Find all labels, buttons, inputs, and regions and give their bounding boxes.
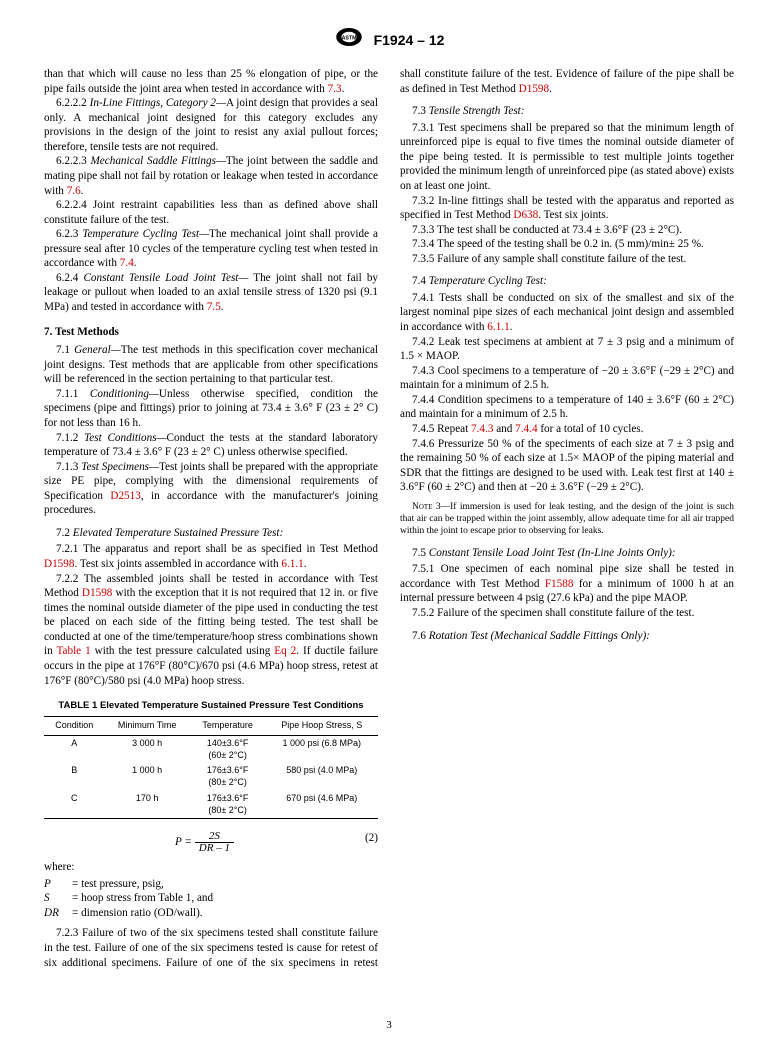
xref-7-4-4: 7.4.4 [515, 423, 537, 435]
table-cell: C [44, 791, 105, 819]
where-symbol: S [44, 891, 72, 906]
para-7-1-1: 7.1.1 Conditioning—Unless otherwise spec… [44, 387, 378, 431]
para-7-3-4: 7.3.4 The speed of the testing shall be … [400, 237, 734, 252]
para-7-1-2: 7.1.2 Test Conditions—Conduct the tests … [44, 431, 378, 460]
para-7-4-3: 7.4.3 Cool specimens to a temperature of… [400, 364, 734, 393]
xref-7-5: 7.5 [207, 301, 221, 313]
body-columns: than that which will cause no less than … [44, 67, 734, 995]
para-7-1: 7.1 General—The test methods in this spe… [44, 343, 378, 387]
table-1-title: TABLE 1 Elevated Temperature Sustained P… [44, 700, 378, 712]
para-7-4-2: 7.4.2 Leak test specimens at ambient at … [400, 335, 734, 364]
table-cell: 1 000 psi (6.8 MPa) [265, 736, 378, 764]
where-symbol: DR [44, 906, 72, 921]
th-mintime: Minimum Time [105, 717, 190, 736]
xref-d1598-c: D1598 [519, 83, 549, 95]
where-label: where: [44, 860, 378, 875]
table-cell: 176±3.6°F(80± 2°C) [190, 763, 266, 790]
where-definition: = dimension ratio (OD/wall). [72, 906, 217, 921]
xref-f1588: F1588 [545, 578, 574, 590]
para-7-2-1: 7.2.1 The apparatus and report shall be … [44, 542, 378, 571]
where-table: P= test pressure, psig,S= hoop stress fr… [44, 877, 217, 921]
where-definition: = test pressure, psig, [72, 877, 217, 892]
th-temp: Temperature [190, 717, 266, 736]
xref-6-1-1-b: 6.1.1 [487, 321, 509, 333]
note-3: Note 3—If immersion is used for leak tes… [400, 501, 734, 538]
equation-2: (2) P = 2SDR – 1 [44, 831, 378, 854]
page-header: ASTM F1924 – 12 [44, 26, 734, 53]
equation-number: (2) [365, 831, 378, 846]
heading-7: 7. Test Methods [44, 325, 378, 340]
designation: F1924 – 12 [374, 32, 445, 48]
where-definition: = hoop stress from Table 1, and [72, 891, 217, 906]
table-cell: 670 psi (4.6 MPa) [265, 791, 378, 819]
xref-eq2: Eq 2 [274, 645, 296, 657]
xref-d1598-a: D1598 [44, 558, 74, 570]
para-7-3-1: 7.3.1 Test specimens shall be prepared s… [400, 121, 734, 194]
para-7-1-3: 7.1.3 Test Specimens—Test joints shall b… [44, 460, 378, 518]
xref-d2513: D2513 [110, 490, 140, 502]
para-7-4-5: 7.4.5 Repeat 7.4.3 and 7.4.4 for a total… [400, 422, 734, 437]
table-cell: 170 h [105, 791, 190, 819]
th-hoop: Pipe Hoop Stress, S [265, 717, 378, 736]
xref-d1598-b: D1598 [82, 587, 112, 599]
xref-7-6: 7.6 [67, 185, 81, 197]
para-7-2-2: 7.2.2 The assembled joints shall be test… [44, 572, 378, 689]
para-6-2-2-2: 6.2.2.2 In-Line Fittings, Category 2—A j… [44, 96, 378, 154]
para-7-3-2: 7.3.2 In-line fittings shall be tested w… [400, 194, 734, 223]
table-cell: 140±3.6°F(60± 2°C) [190, 736, 266, 764]
table-cell: B [44, 763, 105, 790]
para-7-4-1: 7.4.1 Tests shall be conducted on six of… [400, 291, 734, 335]
table-cell: 176±3.6°F(80± 2°C) [190, 791, 266, 819]
th-condition: Condition [44, 717, 105, 736]
svg-text:ASTM: ASTM [341, 35, 357, 41]
para-6-2-3: 6.2.3 Temperature Cycling Test—The mecha… [44, 227, 378, 271]
table-cell: 580 psi (4.0 MPa) [265, 763, 378, 790]
para-6-2-2-3: 6.2.2.3 Mechanical Saddle Fittings—The j… [44, 154, 378, 198]
para-7-3-5: 7.3.5 Failure of any sample shall consti… [400, 252, 734, 267]
para-7-5: 7.5 Constant Tensile Load Joint Test (In… [400, 546, 734, 561]
para-6-2-4: 6.2.4 Constant Tensile Load Joint Test— … [44, 271, 378, 315]
xref-7-4-3: 7.4.3 [471, 423, 493, 435]
page-number: 3 [0, 1019, 778, 1031]
table-1: TABLE 1 Elevated Temperature Sustained P… [44, 700, 378, 819]
where-symbol: P [44, 877, 72, 892]
xref-7-4: 7.4 [120, 257, 134, 269]
xref-7-3: 7.3 [328, 83, 342, 95]
para-7-4-6: 7.4.6 Pressurize 50 % of the speciments … [400, 437, 734, 495]
table-cell: 3 000 h [105, 736, 190, 764]
table-cell: A [44, 736, 105, 764]
para-7-6: 7.6 Rotation Test (Mechanical Saddle Fit… [400, 629, 734, 644]
xref-6-1-1: 6.1.1 [281, 558, 303, 570]
xref-d638: D638 [513, 209, 538, 221]
equation-2-block: (2) P = 2SDR – 1 where: P= test pressure… [44, 831, 378, 920]
astm-logo: ASTM [334, 26, 364, 53]
table-cell: 1 000 h [105, 763, 190, 790]
para-7-3: 7.3 Tensile Strength Test: [400, 104, 734, 119]
para-7-5-1: 7.5.1 One specimen of each nominal pipe … [400, 562, 734, 606]
para-7-5-2: 7.5.2 Failure of the specimen shall cons… [400, 606, 734, 621]
xref-table1: Table 1 [56, 645, 90, 657]
para-continuation: than that which will cause no less than … [44, 67, 378, 96]
para-7-4-4: 7.4.4 Condition specimens to a temperatu… [400, 393, 734, 422]
para-6-2-2-4: 6.2.2.4 Joint restraint capabilities les… [44, 198, 378, 227]
para-7-4: 7.4 Temperature Cycling Test: [400, 274, 734, 289]
table-1-data: Condition Minimum Time Temperature Pipe … [44, 716, 378, 819]
para-7-3-3: 7.3.3 The test shall be conducted at 73.… [400, 223, 734, 238]
para-7-2: 7.2 Elevated Temperature Sustained Press… [44, 526, 378, 541]
